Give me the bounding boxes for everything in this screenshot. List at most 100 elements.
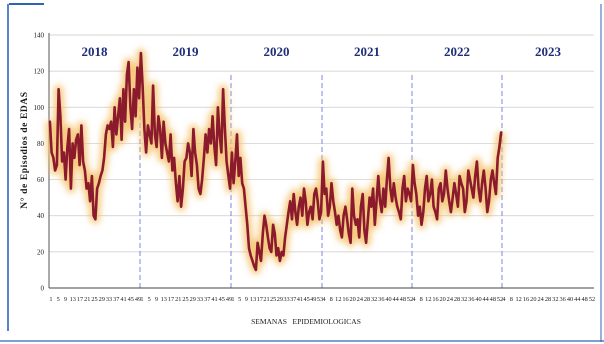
x-tick-label: 37 [113, 296, 119, 303]
year-label-2023: 2023 [535, 44, 562, 59]
x-tick-label: 8 [510, 296, 513, 303]
year-label-2021: 2021 [354, 44, 380, 59]
x-tick-label: 8 [420, 296, 423, 303]
x-tick-label: 36 [468, 296, 474, 303]
x-tick-label: 17 [257, 296, 263, 303]
x-tick-label: 45 [219, 296, 225, 303]
x-tick-label: 52 [497, 296, 503, 303]
x-tick-label: 37 [204, 296, 210, 303]
x-tick-label: 48 [582, 296, 588, 303]
x-tick-label: 21 [84, 296, 90, 303]
x-tick-label: 32 [371, 296, 377, 303]
x-tick-label: 32 [461, 296, 467, 303]
x-tick-label: 20 [350, 296, 356, 303]
x-tick-label: 33 [106, 296, 112, 303]
x-tick-label: 25 [91, 296, 97, 303]
x-tick-label: 4 [502, 296, 506, 303]
x-tick-label: 40 [475, 296, 481, 303]
x-tick-label: 48 [400, 296, 406, 303]
year-label-2019: 2019 [173, 44, 200, 59]
x-tick-label: 52 [589, 296, 595, 303]
x-tick-label: 9 [245, 296, 248, 303]
x-tick-label: 29 [277, 296, 283, 303]
x-tick-label: 44 [393, 296, 400, 303]
x-tick-label: 45 [303, 296, 309, 303]
x-tick-label: 44 [483, 296, 490, 303]
x-tick-label: 4 [322, 296, 326, 303]
year-label-2022: 2022 [444, 44, 470, 59]
x-tick-label: 5 [148, 296, 151, 303]
x-tick-label: 1 [140, 296, 143, 303]
y-tick-label: 20 [37, 248, 45, 256]
x-axis-label: SEMANAS EPIDEMIOLOGICAS [251, 317, 361, 326]
x-tick-label: 12 [425, 296, 431, 303]
x-tick-label: 5 [238, 296, 241, 303]
x-tick-label: 40 [567, 296, 573, 303]
x-tick-label: 20 [530, 296, 536, 303]
series-line [48, 51, 503, 272]
x-tick-labels: 1 5 9 13 17 21 25 29 33 37 41 45 49 1 5 9 13 17 21 25 29 33 37… [49, 296, 595, 303]
x-tick-label: 13 [161, 296, 167, 303]
x-tick-label: 41 [120, 296, 126, 303]
x-tick-label: 12 [516, 296, 522, 303]
x-tick-label: 36 [378, 296, 384, 303]
x-tick-label: 49 [135, 296, 141, 303]
series-line-layer [48, 51, 503, 272]
x-tick-label: 17 [77, 296, 83, 303]
x-tick-label: 24 [538, 296, 545, 303]
x-tick-label: 16 [432, 296, 438, 303]
y-tick-label: 120 [34, 68, 45, 76]
x-tick-label: 33 [197, 296, 203, 303]
year-labels: 2018 2019 2020 2021 2022 2023 [82, 44, 562, 59]
x-tick-label: 24 [447, 296, 454, 303]
x-tick-label: 1 [231, 296, 234, 303]
x-tick-label: 28 [545, 296, 551, 303]
year-label-2020: 2020 [264, 44, 290, 59]
x-tick-label: 45 [128, 296, 134, 303]
x-tick-label: 13 [250, 296, 256, 303]
x-tick-label: 24 [357, 296, 364, 303]
x-tick-label: 16 [523, 296, 529, 303]
y-tick-labels: 0 20 40 60 80 100 120 140 [34, 32, 45, 293]
x-tick-label: 37 [290, 296, 296, 303]
y-tick-label: 0 [41, 285, 45, 293]
year-label-2018: 2018 [82, 44, 109, 59]
y-axis-label: N° de Episodios de EDAS [19, 91, 30, 208]
x-tick-label: 12 [335, 296, 341, 303]
x-tick-label: 13 [70, 296, 76, 303]
y-tick-label: 100 [34, 104, 45, 112]
x-tick-label: 25 [270, 296, 276, 303]
x-tick-label: 29 [99, 296, 105, 303]
x-tick-label: 49 [226, 296, 232, 303]
x-tick-label: 48 [490, 296, 496, 303]
x-tick-label: 28 [454, 296, 460, 303]
x-tick-label: 9 [155, 296, 158, 303]
x-tick-label: 36 [560, 296, 566, 303]
x-tick-label: 29 [190, 296, 196, 303]
x-tick-label: 21 [175, 296, 181, 303]
x-tick-label: 41 [297, 296, 303, 303]
x-tick-label: 1 [49, 296, 52, 303]
x-tick-label: 33 [283, 296, 289, 303]
x-tick-label: 41 [211, 296, 217, 303]
x-tick-label: 32 [552, 296, 558, 303]
x-tick-label: 9 [64, 296, 67, 303]
x-tick-label: 8 [330, 296, 333, 303]
y-tick-label: 60 [37, 176, 45, 184]
x-tick-label: 49 [310, 296, 316, 303]
x-tick-label: 53 [317, 296, 323, 303]
x-tick-label: 44 [574, 296, 581, 303]
x-tick-label: 4 [412, 296, 416, 303]
x-tick-label: 28 [364, 296, 370, 303]
x-tick-label: 17 [168, 296, 174, 303]
y-tick-label: 140 [34, 32, 45, 40]
axes [48, 33, 594, 289]
x-tick-label: 52 [407, 296, 413, 303]
x-tick-label: 20 [440, 296, 446, 303]
x-tick-label: 16 [342, 296, 348, 303]
x-tick-label: 21 [263, 296, 269, 303]
x-tick-label: 5 [57, 296, 60, 303]
x-tick-label: 25 [182, 296, 188, 303]
x-tick-label: 40 [385, 296, 391, 303]
